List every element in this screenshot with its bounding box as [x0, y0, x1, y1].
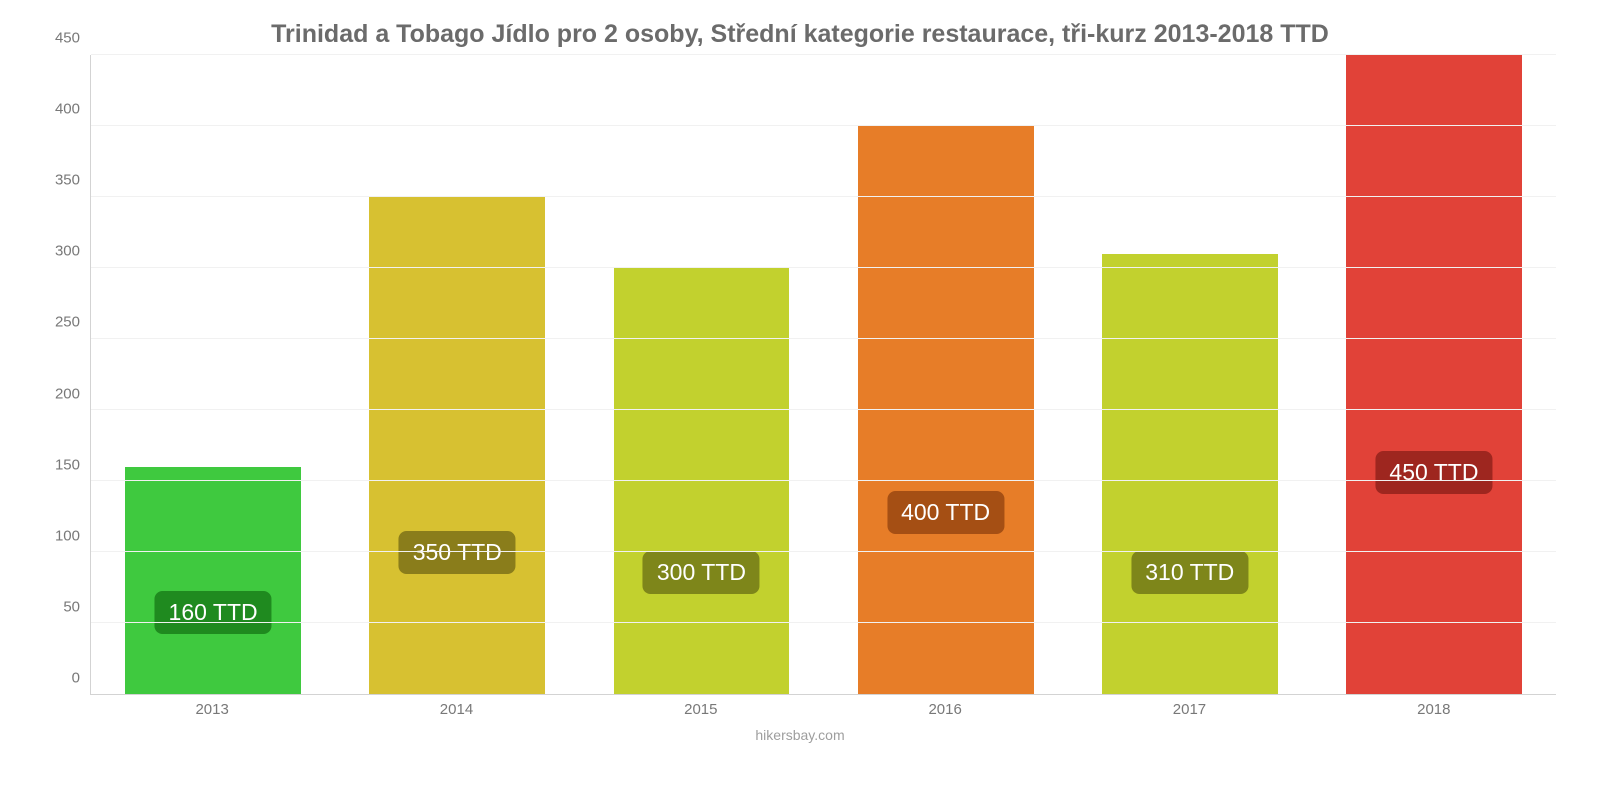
value-badge: 310 TTD	[1131, 551, 1248, 594]
y-tick-label: 0	[72, 670, 80, 687]
bar-slot: 400 TTD	[824, 55, 1068, 694]
y-tick-label: 200	[55, 385, 80, 402]
value-badge: 300 TTD	[643, 551, 760, 594]
y-tick-label: 100	[55, 527, 80, 544]
chart-title: Trinidad a Tobago Jídlo pro 2 osoby, Stř…	[40, 20, 1560, 49]
x-tick-label: 2014	[334, 695, 578, 725]
grid-line	[91, 551, 1556, 552]
y-tick-label: 400	[55, 101, 80, 118]
grid-line	[91, 196, 1556, 197]
value-badge: 400 TTD	[887, 491, 1004, 534]
chart-container: Trinidad a Tobago Jídlo pro 2 osoby, Stř…	[0, 0, 1600, 800]
x-tick-label: 2017	[1067, 695, 1311, 725]
bar-slot: 350 TTD	[335, 55, 579, 694]
bar: 450 TTD	[1346, 55, 1522, 694]
value-badge: 160 TTD	[155, 591, 272, 634]
y-tick-label: 250	[55, 314, 80, 331]
y-tick-label: 300	[55, 243, 80, 260]
grid-line	[91, 622, 1556, 623]
bar: 310 TTD	[1102, 254, 1278, 694]
value-badge: 450 TTD	[1375, 451, 1492, 494]
bar-slot: 450 TTD	[1312, 55, 1556, 694]
bar-slot: 300 TTD	[579, 55, 823, 694]
grid-line	[91, 338, 1556, 339]
grid-line	[91, 54, 1556, 55]
value-badge: 350 TTD	[399, 531, 516, 574]
x-tick-label: 2018	[1312, 695, 1556, 725]
y-tick-label: 450	[55, 30, 80, 47]
plot-box: 050100150200250300350400450 160 TTD350 T…	[40, 55, 1560, 725]
grid-line	[91, 125, 1556, 126]
bar-slot: 310 TTD	[1068, 55, 1312, 694]
y-tick-label: 50	[63, 598, 80, 615]
bar: 350 TTD	[369, 197, 545, 694]
grid-line	[91, 409, 1556, 410]
x-tick-label: 2013	[90, 695, 334, 725]
y-axis: 050100150200250300350400450	[40, 55, 86, 695]
grid-line	[91, 267, 1556, 268]
grid-line	[91, 480, 1556, 481]
plot-area: 160 TTD 350 TTD 300 TTD 400 TTD 310 TTD 450 T…	[90, 55, 1556, 695]
bars-container: 160 TTD 350 TTD 300 TTD 400 TTD 310 TTD 450 T…	[91, 55, 1556, 694]
bar-slot: 160 TTD	[91, 55, 335, 694]
x-tick-label: 2015	[579, 695, 823, 725]
bar: 300 TTD	[614, 268, 790, 694]
credit-text: hikersbay.com	[40, 727, 1560, 743]
x-tick-label: 2016	[823, 695, 1067, 725]
x-axis-labels: 201320142015201620172018	[90, 695, 1556, 725]
bar: 160 TTD	[125, 467, 301, 694]
y-tick-label: 350	[55, 172, 80, 189]
y-tick-label: 150	[55, 456, 80, 473]
